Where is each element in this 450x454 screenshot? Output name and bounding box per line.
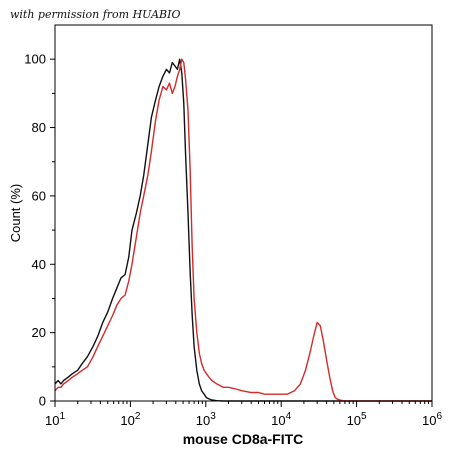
- y-tick-label: 0: [39, 394, 46, 409]
- plot-frame: [54, 24, 433, 402]
- x-tick-label: 105: [347, 411, 367, 428]
- y-axis-label: Count (%): [8, 184, 23, 243]
- y-axis-ticks: 0 20 40 60 80 100: [24, 52, 55, 409]
- series-curves: [54, 58, 432, 402]
- x-tick-label: 102: [120, 411, 140, 428]
- y-tick-label: 60: [32, 188, 46, 203]
- y-tick-label: 100: [24, 52, 46, 67]
- x-axis-ticks: 101 102 103 104 105 106: [45, 401, 442, 428]
- y-tick-label: 80: [32, 120, 46, 135]
- x-tick-label: 101: [45, 411, 65, 428]
- x-axis-label: mouse CD8a-FITC: [183, 431, 304, 447]
- y-tick-label: 20: [32, 325, 46, 340]
- watermark-text: with permission from HUABIO: [10, 8, 181, 21]
- x-tick-label: 103: [196, 411, 216, 428]
- x-tick-label: 106: [422, 411, 442, 428]
- x-tick-label: 104: [271, 411, 291, 428]
- series-line-2: [54, 58, 432, 402]
- series-line-1: [54, 58, 432, 402]
- y-tick-label: 40: [32, 257, 46, 272]
